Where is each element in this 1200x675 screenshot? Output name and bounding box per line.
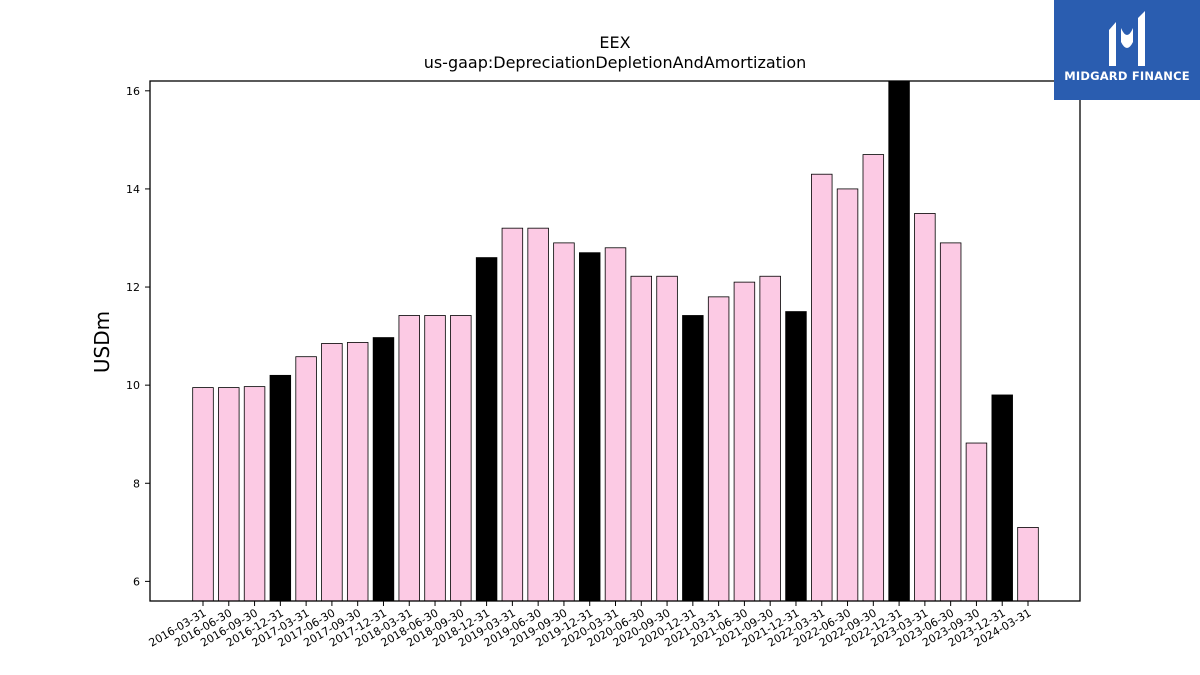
chart-title: EEX [599, 33, 630, 52]
y-axis-label: USDm [90, 311, 114, 373]
bar-2021-06-30 [733, 281, 756, 602]
midgard-logo-icon [1109, 11, 1145, 66]
x-axis: 2016-03-312016-06-302016-09-302016-12-31… [147, 601, 1034, 650]
bar-2016-03-31 [192, 387, 214, 602]
brand-logo: MIDGARD FINANCE [1054, 0, 1200, 100]
bar-2021-03-31 [707, 296, 730, 602]
bar-2018-06-30 [424, 315, 446, 602]
bar-2017-12-31 [372, 337, 395, 602]
bar-2020-03-31 [604, 247, 627, 602]
plot-frame [149, 80, 1081, 602]
bar-2021-12-31 [785, 311, 807, 602]
bar-2019-06-30 [527, 227, 549, 602]
bar-2022-03-31 [811, 173, 833, 602]
bar-2016-12-31 [269, 374, 292, 602]
bar-2021-09-30 [759, 275, 781, 602]
y-tick-label: 14 [126, 183, 140, 196]
bar-2019-09-30 [553, 242, 575, 602]
bar-2020-06-30 [630, 275, 652, 602]
chart-subtitle: us-gaap:DepreciationDepletionAndAmortiza… [424, 53, 807, 72]
bar-2023-06-30 [939, 242, 962, 602]
y-tick-label: 16 [126, 85, 140, 98]
bar-2019-12-31 [579, 252, 601, 602]
bar-2017-06-30 [321, 343, 343, 602]
bar-2018-09-30 [450, 315, 472, 602]
bar-2023-03-31 [914, 213, 936, 602]
bar-2017-09-30 [346, 342, 369, 602]
bar-2020-12-31 [682, 315, 704, 602]
bar-2017-03-31 [295, 356, 317, 602]
bar-2023-09-30 [965, 442, 988, 602]
bar-2016-06-30 [218, 387, 240, 602]
y-tick-label: 8 [133, 477, 140, 490]
bar-2019-03-31 [501, 227, 524, 602]
y-tick-label: 6 [133, 575, 140, 588]
brand-name: MIDGARD FINANCE [1064, 69, 1190, 83]
bar-2020-09-30 [656, 275, 678, 602]
bar-2023-12-31 [991, 394, 1013, 602]
bar-2016-09-30 [243, 386, 266, 602]
bars-group [192, 80, 1039, 602]
y-tick-label: 12 [126, 281, 140, 294]
bar-2018-12-31 [475, 257, 498, 602]
y-axis: 6 8 10 12 14 16 [126, 85, 150, 588]
bar-2024-03-31 [1017, 527, 1039, 602]
bar-2018-03-31 [398, 315, 420, 602]
y-tick-label: 10 [126, 379, 140, 392]
bar-2022-06-30 [836, 188, 859, 602]
bar-2022-09-30 [862, 154, 885, 602]
bar-2022-12-31 [888, 80, 910, 602]
